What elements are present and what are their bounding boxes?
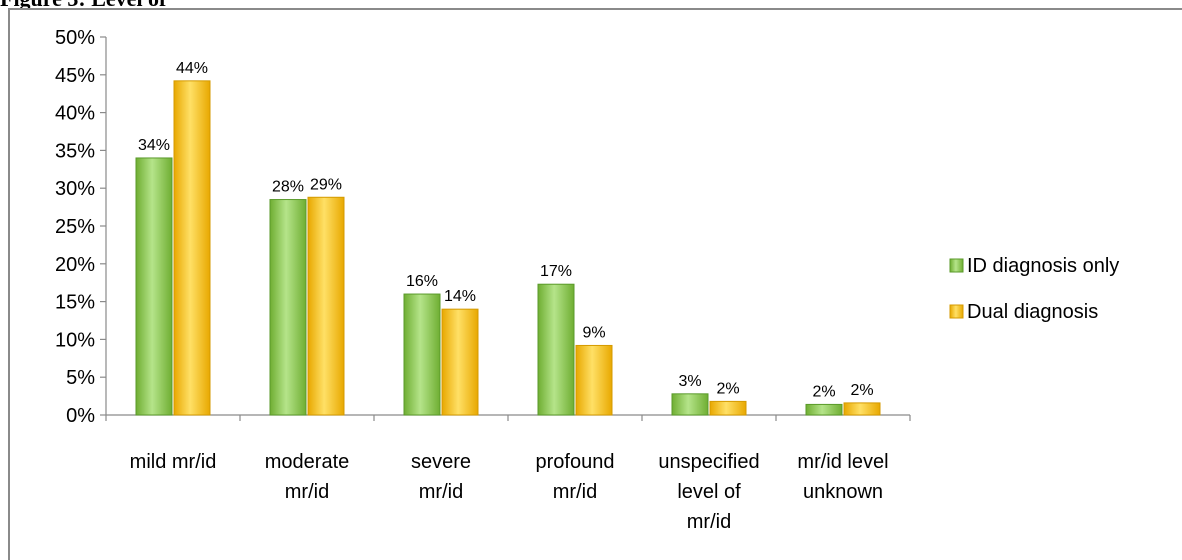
y-tick-label: 20% <box>55 254 95 276</box>
x-tick-label-line: mr/id <box>419 481 463 503</box>
data-label: 2% <box>812 383 835 400</box>
y-tick-label: 25% <box>55 216 95 238</box>
bar <box>173 80 211 416</box>
data-label: 14% <box>444 288 476 305</box>
x-tick-label: mild mr/id <box>130 451 217 473</box>
y-tick-label: 35% <box>55 140 95 162</box>
data-label: 29% <box>310 176 342 193</box>
data-label: 44% <box>176 60 208 77</box>
figure-caption: Figure 3: Level of <box>0 0 360 8</box>
x-tick-label: mr/id level unknown <box>797 451 888 503</box>
x-tick-label-line: mr/id level <box>797 451 888 473</box>
x-tick-label-line: severe <box>411 451 471 473</box>
bar <box>671 393 709 416</box>
x-tick-label-line: level of <box>677 481 741 503</box>
data-label: 28% <box>272 179 304 196</box>
y-tick-label: 40% <box>55 103 95 125</box>
bar <box>441 308 479 416</box>
y-tick-label: 0% <box>66 405 95 427</box>
x-tick-label-line: mr/id <box>687 511 731 533</box>
y-tick-label: 15% <box>55 292 95 314</box>
legend-label: ID diagnosis only <box>967 255 1119 277</box>
x-tick-label-line: mild mr/id <box>130 451 217 473</box>
x-tick-label-line: mr/id <box>553 481 597 503</box>
y-tick-label: 10% <box>55 329 95 351</box>
x-tick-label: moderate mr/id <box>265 451 350 503</box>
legend-swatch <box>949 304 964 319</box>
data-label: 16% <box>406 273 438 290</box>
data-label: 2% <box>716 380 739 397</box>
bar <box>537 283 575 416</box>
bar <box>307 196 345 416</box>
x-tick-label: profound mr/id <box>536 451 615 503</box>
x-tick-label-line: moderate <box>265 451 350 473</box>
bar <box>269 199 307 416</box>
x-tick-label: severe mr/id <box>411 451 471 503</box>
bar <box>403 293 441 416</box>
bar <box>575 344 613 416</box>
y-tick-label: 50% <box>55 27 95 49</box>
bar <box>805 403 843 416</box>
data-label: 34% <box>138 137 170 154</box>
x-tick-label: unspecified level of mr/id <box>658 451 759 533</box>
x-tick-label-line: unknown <box>803 481 883 503</box>
x-tick-label-line: profound <box>536 451 615 473</box>
data-label: 17% <box>540 263 572 280</box>
data-label: 2% <box>850 382 873 399</box>
y-tick-label: 30% <box>55 178 95 200</box>
bar <box>709 400 747 416</box>
x-tick-label-line: mr/id <box>285 481 329 503</box>
x-tick-label-line: unspecified <box>658 451 759 473</box>
chart-frame <box>8 8 1182 560</box>
y-tick-label: 5% <box>66 367 95 389</box>
data-label: 9% <box>582 324 605 341</box>
bar <box>135 157 173 416</box>
data-label: 3% <box>678 373 701 390</box>
y-tick-label: 45% <box>55 65 95 87</box>
legend-label: Dual diagnosis <box>967 301 1098 323</box>
legend-swatch <box>949 258 964 273</box>
bar <box>843 402 881 416</box>
